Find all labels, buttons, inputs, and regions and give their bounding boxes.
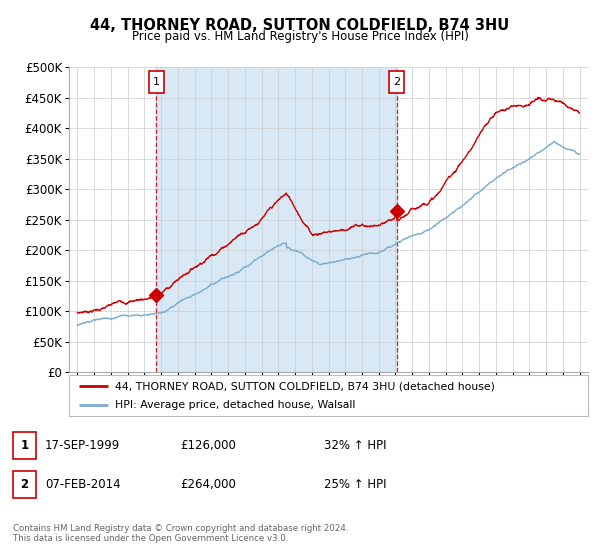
Text: £264,000: £264,000	[180, 478, 236, 491]
Text: 2: 2	[20, 478, 29, 491]
Text: 25% ↑ HPI: 25% ↑ HPI	[324, 478, 386, 491]
Bar	[156, 67, 397, 372]
FancyBboxPatch shape	[149, 71, 164, 93]
Text: 32% ↑ HPI: 32% ↑ HPI	[324, 438, 386, 452]
FancyBboxPatch shape	[389, 71, 404, 93]
Text: HPI: Average price, detached house, Walsall: HPI: Average price, detached house, Wals…	[115, 400, 355, 410]
Text: Contains HM Land Registry data © Crown copyright and database right 2024.
This d: Contains HM Land Registry data © Crown c…	[13, 524, 349, 543]
Text: 1: 1	[20, 438, 29, 452]
Text: 44, THORNEY ROAD, SUTTON COLDFIELD, B74 3HU: 44, THORNEY ROAD, SUTTON COLDFIELD, B74 …	[91, 18, 509, 32]
Text: 07-FEB-2014: 07-FEB-2014	[45, 478, 121, 491]
Text: Price paid vs. HM Land Registry's House Price Index (HPI): Price paid vs. HM Land Registry's House …	[131, 30, 469, 43]
Text: £126,000: £126,000	[180, 438, 236, 452]
Text: 44, THORNEY ROAD, SUTTON COLDFIELD, B74 3HU (detached house): 44, THORNEY ROAD, SUTTON COLDFIELD, B74 …	[115, 381, 494, 391]
Text: 1: 1	[153, 77, 160, 87]
Text: 17-SEP-1999: 17-SEP-1999	[45, 438, 120, 452]
Text: 2: 2	[393, 77, 400, 87]
